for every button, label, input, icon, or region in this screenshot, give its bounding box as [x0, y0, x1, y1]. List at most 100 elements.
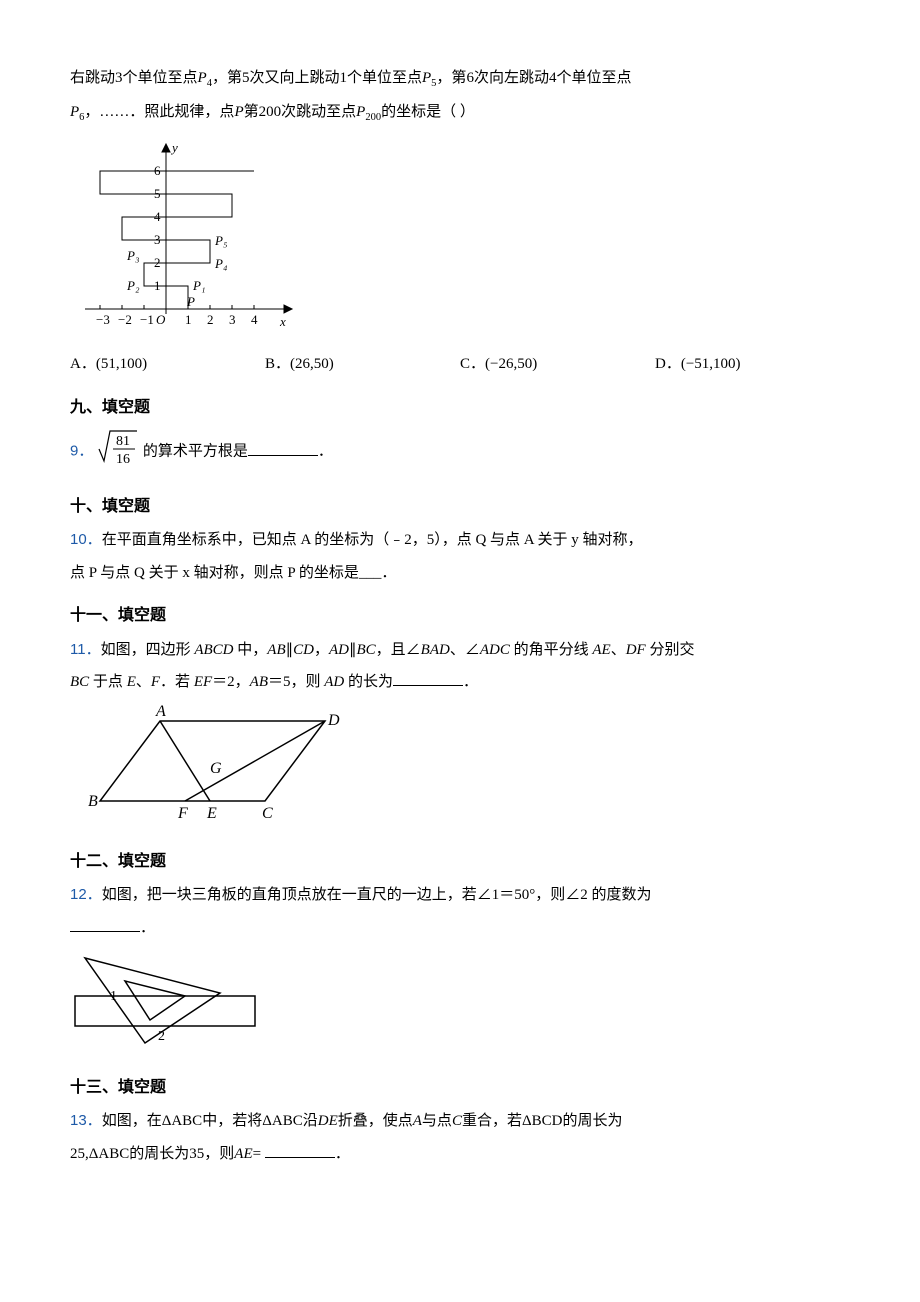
svg-text:y: y	[170, 140, 178, 155]
svg-text:F: F	[177, 805, 188, 822]
t: 中，若将	[202, 1113, 262, 1129]
coord-graph: −3 −2 −1 O 1 2 3 4 x y 1 2 3 4 5 6 P P₁ …	[70, 134, 305, 334]
q8-figure: −3 −2 −1 O 1 2 3 4 x y 1 2 3 4 5 6 P P₁ …	[70, 134, 850, 345]
t: ΔABC	[162, 1113, 203, 1129]
t: ，且∠	[376, 642, 421, 658]
txt: 个单位至点	[556, 70, 631, 86]
svg-text:P₃: P₃	[126, 248, 139, 263]
svg-text:3: 3	[154, 232, 161, 247]
t: 的长为	[344, 674, 393, 690]
t: 、	[611, 642, 626, 658]
svg-text:4: 4	[251, 312, 258, 327]
txt: 右跳动	[70, 70, 115, 86]
t: C	[452, 1113, 462, 1129]
svg-text:C: C	[262, 805, 273, 822]
section-13-header: 十三、填空题	[70, 1073, 850, 1103]
t: EF	[194, 674, 212, 690]
q12-l1: 12．如图，把一块三角板的直角顶点放在一直尺的一边上，若∠1＝50°，则∠2 的…	[70, 881, 850, 910]
t: ，则	[204, 1146, 234, 1162]
svg-text:5: 5	[154, 186, 161, 201]
t: DF	[626, 642, 646, 658]
p: P	[234, 104, 243, 120]
t: 沿	[303, 1113, 318, 1129]
txt: ，……．照此规律，点	[84, 104, 234, 120]
n: 1	[339, 70, 347, 86]
q11-figure: A D B C F E G	[70, 703, 850, 834]
t: 35	[189, 1146, 204, 1162]
svg-text:P₂: P₂	[126, 278, 140, 293]
q9-text: 的算术平方根是	[143, 444, 248, 460]
txt: 次向左跳动	[474, 70, 549, 86]
svg-text:A: A	[155, 703, 166, 720]
txt: 的坐标是（ ）	[381, 104, 475, 120]
q12-text: 如图，把一块三角板的直角顶点放在一直尺的一边上，若∠1＝50°，则∠2 的度数为	[102, 887, 652, 903]
txt: 次又向上跳动	[249, 70, 339, 86]
t: ∥	[286, 642, 294, 658]
svg-text:E: E	[206, 805, 217, 822]
p4: P	[198, 70, 207, 86]
optD-val: (−51,100)	[681, 356, 741, 372]
blank	[265, 1142, 335, 1158]
svg-text:1: 1	[185, 312, 192, 327]
blank	[70, 916, 140, 932]
svg-text:B: B	[88, 793, 98, 810]
q12-num: 12．	[70, 886, 102, 903]
txt: 第	[244, 104, 259, 120]
txt: 次跳动至点	[281, 104, 356, 120]
t: E	[127, 674, 136, 690]
p5: P	[422, 70, 431, 86]
t: 分别交	[646, 642, 695, 658]
q12-figure: 1 2	[70, 948, 850, 1059]
svg-text:O: O	[156, 312, 166, 327]
svg-text:2: 2	[154, 255, 161, 270]
t: BAD	[421, 642, 450, 658]
svg-text:D: D	[327, 712, 340, 729]
q8-line2: P6，……．照此规律，点P第200次跳动至点P200的坐标是（ ）	[70, 98, 850, 128]
svg-text:2: 2	[207, 312, 214, 327]
svg-text:1: 1	[110, 989, 117, 1004]
q12-l2: ．	[70, 914, 850, 943]
svg-text:−1: −1	[140, 312, 154, 327]
t: DE	[318, 1113, 338, 1129]
q10-t1: 在平面直角坐标系中，已知点 A 的坐标为（﹣2，5），点 Q 与点 A 关于 y…	[102, 532, 643, 548]
q13-l1: 13．如图，在ΔABC中，若将ΔABC沿DE折叠，使点A与点C重合，若ΔBCD的…	[70, 1107, 850, 1136]
sqrt-expr: 81 16	[97, 427, 139, 478]
txt: ，第	[436, 70, 466, 86]
optA-lbl: A．	[70, 356, 96, 372]
svg-text:x: x	[279, 314, 286, 329]
t: 、	[136, 674, 151, 690]
section-11-header: 十一、填空题	[70, 601, 850, 631]
q13-l2: 25,ΔABC的周长为35，则AE= ．	[70, 1140, 850, 1169]
svg-text:−3: −3	[96, 312, 110, 327]
optC-lbl: C．	[460, 356, 485, 372]
q9-end: ．	[318, 444, 333, 460]
t: 25,	[70, 1146, 89, 1162]
t: A	[413, 1113, 422, 1129]
t: 折叠，使点	[338, 1113, 413, 1129]
txt: 个单位至点	[123, 70, 198, 86]
q11-num: 11．	[70, 641, 101, 658]
txt: ，第	[212, 70, 242, 86]
q10-num: 10．	[70, 531, 102, 548]
optD-lbl: D．	[655, 356, 681, 372]
t: 、∠	[450, 642, 480, 658]
svg-text:6: 6	[154, 163, 161, 178]
t: 重合，若	[462, 1113, 522, 1129]
t: 的角平分线	[510, 642, 593, 658]
t: 的周长为	[129, 1146, 189, 1162]
t: ．	[335, 1146, 350, 1162]
t: 于点	[89, 674, 127, 690]
t: ，	[314, 642, 329, 658]
t: AD	[329, 642, 349, 658]
t: 的周长为	[562, 1113, 622, 1129]
blank	[393, 670, 463, 686]
t: ＝2，	[212, 674, 250, 690]
section-9-header: 九、填空题	[70, 393, 850, 423]
q11-l1: 11．如图，四边形 ABCD 中，AB∥CD，AD∥BC，且∠BAD、∠ADC …	[70, 636, 850, 665]
q10-l2: 点 P 与点 Q 关于 x 轴对称，则点 P 的坐标是___．	[70, 559, 850, 588]
section-12-header: 十二、填空题	[70, 847, 850, 877]
txt: 个单位至点	[347, 70, 422, 86]
t: ABCD	[194, 642, 233, 658]
q8-line1: 右跳动3个单位至点P4，第5次又向上跳动1个单位至点P5，第6次向左跳动4个单位…	[70, 64, 850, 94]
t: 与点	[422, 1113, 452, 1129]
